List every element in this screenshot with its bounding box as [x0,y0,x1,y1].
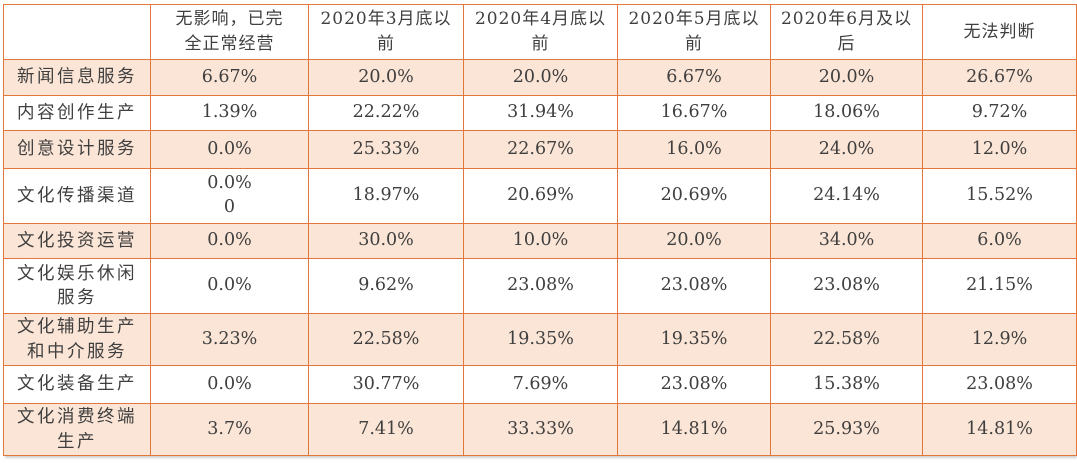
column-header-before-april: 2020年4月底以 前 [463,4,618,60]
data-cell: 7.69% [463,365,618,404]
table-container: 无影响，已完 全正常经营 2020年3月底以 前 2020年4月底以 前 202… [3,4,1077,456]
table-row: 文化传播渠道 0.0% 0 18.97% 20.69% 20.69% 24.14… [3,168,1077,224]
row-label: 文化投资运营 [3,223,151,259]
data-cell: 24.14% [770,168,923,224]
data-cell: 3.7% [150,403,309,456]
table-row: 文化娱乐休闲 服务 0.0% 9.62% 23.08% 23.08% 23.08… [3,258,1077,314]
table-row: 文化消费终端 生产 3.7% 7.41% 33.33% 14.81% 25.93… [3,403,1077,456]
column-header-before-march: 2020年3月底以 前 [308,4,464,60]
data-cell: 1.39% [150,95,309,131]
data-cell: 6.67% [150,59,309,96]
data-cell: 19.35% [617,313,771,366]
data-cell: 22.58% [770,313,923,366]
table-row: 文化装备生产 0.0% 30.77% 7.69% 23.08% 15.38% 2… [3,365,1077,404]
column-header-cannot-judge: 无法判断 [922,4,1077,60]
data-cell: 15.52% [922,168,1077,224]
data-cell: 23.08% [463,258,618,314]
data-cell: 16.0% [617,130,771,169]
data-cell: 23.08% [617,258,771,314]
survey-table: 无影响，已完 全正常经营 2020年3月底以 前 2020年4月底以 前 202… [3,4,1077,456]
data-cell: 12.9% [922,313,1077,366]
corner-cell [3,4,151,60]
data-cell: 22.58% [308,313,464,366]
data-cell: 0.0% [150,365,309,404]
table-row: 文化辅助生产 和中介服务 3.23% 22.58% 19.35% 19.35% … [3,313,1077,366]
header-row: 无影响，已完 全正常经营 2020年3月底以 前 2020年4月底以 前 202… [3,4,1077,60]
row-label: 文化装备生产 [3,365,151,404]
data-cell: 0.0% [150,223,309,259]
data-cell: 20.69% [617,168,771,224]
data-cell: 19.35% [463,313,618,366]
data-cell: 18.97% [308,168,464,224]
data-cell: 33.33% [463,403,618,456]
data-cell: 23.08% [770,258,923,314]
data-cell: 30.77% [308,365,464,404]
row-label: 文化辅助生产 和中介服务 [3,313,151,366]
data-cell: 6.67% [617,59,771,96]
data-cell: 23.08% [922,365,1077,404]
row-label: 新闻信息服务 [3,59,151,96]
data-cell: 6.0% [922,223,1077,259]
data-cell: 14.81% [922,403,1077,456]
column-header-before-may: 2020年5月底以 前 [617,4,771,60]
data-cell: 0.0% [150,130,309,169]
data-cell: 20.0% [770,59,923,96]
row-label: 文化消费终端 生产 [3,403,151,456]
data-cell: 10.0% [463,223,618,259]
data-cell: 9.62% [308,258,464,314]
data-cell: 21.15% [922,258,1077,314]
data-cell: 22.22% [308,95,464,131]
row-label: 文化娱乐休闲 服务 [3,258,151,314]
data-cell: 20.0% [308,59,464,96]
data-cell: 15.38% [770,365,923,404]
data-cell: 34.0% [770,223,923,259]
column-header-june-and-after: 2020年6月及以 后 [770,4,923,60]
row-label: 创意设计服务 [3,130,151,169]
data-cell: 30.0% [308,223,464,259]
row-label: 文化传播渠道 [3,168,151,224]
data-cell: 25.93% [770,403,923,456]
row-label: 内容创作生产 [3,95,151,131]
data-cell: 0.0% [150,258,309,314]
data-cell: 7.41% [308,403,464,456]
data-cell: 20.0% [617,223,771,259]
data-cell: 23.08% [617,365,771,404]
data-cell: 20.0% [463,59,618,96]
column-header-no-impact: 无影响，已完 全正常经营 [150,4,309,60]
data-cell: 22.67% [463,130,618,169]
data-cell: 18.06% [770,95,923,131]
data-cell: 9.72% [922,95,1077,131]
data-cell: 20.69% [463,168,618,224]
data-cell: 25.33% [308,130,464,169]
table-row: 新闻信息服务 6.67% 20.0% 20.0% 6.67% 20.0% 26.… [3,59,1077,96]
data-cell: 31.94% [463,95,618,131]
data-cell: 3.23% [150,313,309,366]
table-row: 创意设计服务 0.0% 25.33% 22.67% 16.0% 24.0% 12… [3,130,1077,169]
data-cell: 12.0% [922,130,1077,169]
data-cell: 0.0% 0 [150,168,309,224]
data-cell: 24.0% [770,130,923,169]
data-cell: 26.67% [922,59,1077,96]
data-cell: 16.67% [617,95,771,131]
data-cell: 14.81% [617,403,771,456]
table-row: 内容创作生产 1.39% 22.22% 31.94% 16.67% 18.06%… [3,95,1077,131]
table-row: 文化投资运营 0.0% 30.0% 10.0% 20.0% 34.0% 6.0% [3,223,1077,259]
